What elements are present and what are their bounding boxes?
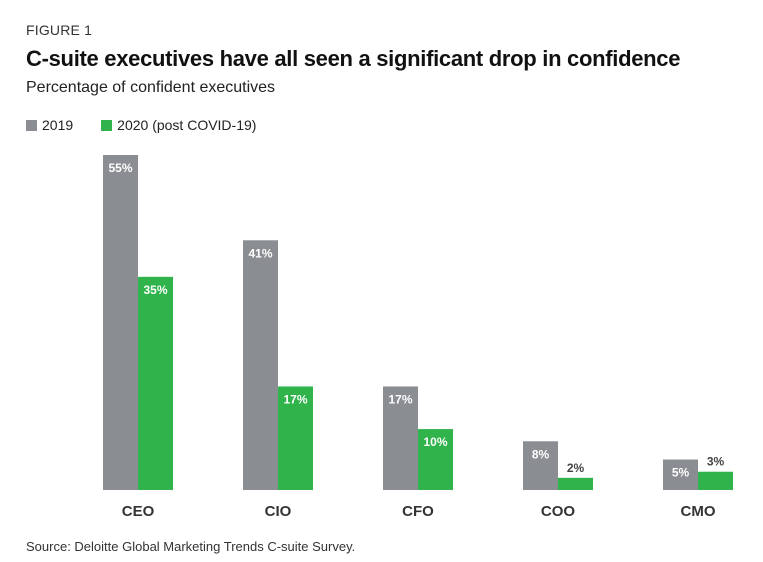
bar-cfo-2019 bbox=[383, 386, 418, 490]
bar-coo-2019 bbox=[523, 441, 558, 490]
category-label-coo: COO bbox=[541, 503, 576, 520]
legend: 2019 2020 (post COVID-19) bbox=[26, 117, 284, 133]
category-label-cfo: CFO bbox=[402, 503, 434, 520]
data-label-cfo-2020: 10% bbox=[423, 435, 447, 449]
data-label-ceo-2019: 55% bbox=[108, 161, 132, 175]
legend-label-2019: 2019 bbox=[42, 117, 74, 133]
data-label-cfo-2019: 17% bbox=[388, 392, 412, 406]
bar-coo-2020 bbox=[558, 477, 593, 490]
bar-ceo-2020 bbox=[138, 276, 173, 490]
category-label-ceo: CEO bbox=[122, 503, 155, 520]
category-label-cio: CIO bbox=[265, 503, 292, 520]
legend-label-2020: 2020 (post COVID-19) bbox=[117, 117, 257, 133]
data-label-coo-2020: 2% bbox=[567, 461, 585, 475]
source-note: Source: Deloitte Global Marketing Trends… bbox=[26, 539, 356, 554]
data-label-cmo-2020: 3% bbox=[707, 455, 725, 469]
data-label-cmo-2019: 5% bbox=[672, 466, 690, 480]
bar-cfo-2020 bbox=[418, 429, 453, 490]
bar-cio-2020 bbox=[278, 386, 313, 490]
data-label-cio-2020: 17% bbox=[283, 392, 307, 406]
data-label-coo-2019: 8% bbox=[532, 447, 550, 461]
chart-subtitle: Percentage of confident executives bbox=[26, 79, 276, 96]
chart-title: C-suite executives have all seen a signi… bbox=[26, 46, 681, 71]
legend-item-2020: 2020 (post COVID-19) bbox=[101, 117, 256, 133]
data-label-ceo-2020: 35% bbox=[143, 283, 167, 297]
bar-ceo-2019 bbox=[103, 155, 138, 490]
category-label-cmo: CMO bbox=[681, 503, 716, 520]
bar-cmo-2019 bbox=[663, 459, 698, 490]
legend-swatch-2020 bbox=[101, 119, 113, 131]
legend-item-2019: 2019 bbox=[26, 117, 73, 133]
bar-cmo-2020 bbox=[698, 471, 733, 490]
figure-label: FIGURE 1 bbox=[26, 22, 93, 38]
bar-cio-2019 bbox=[243, 240, 278, 490]
legend-swatch-2019 bbox=[26, 119, 37, 131]
data-label-cio-2019: 41% bbox=[248, 246, 272, 260]
